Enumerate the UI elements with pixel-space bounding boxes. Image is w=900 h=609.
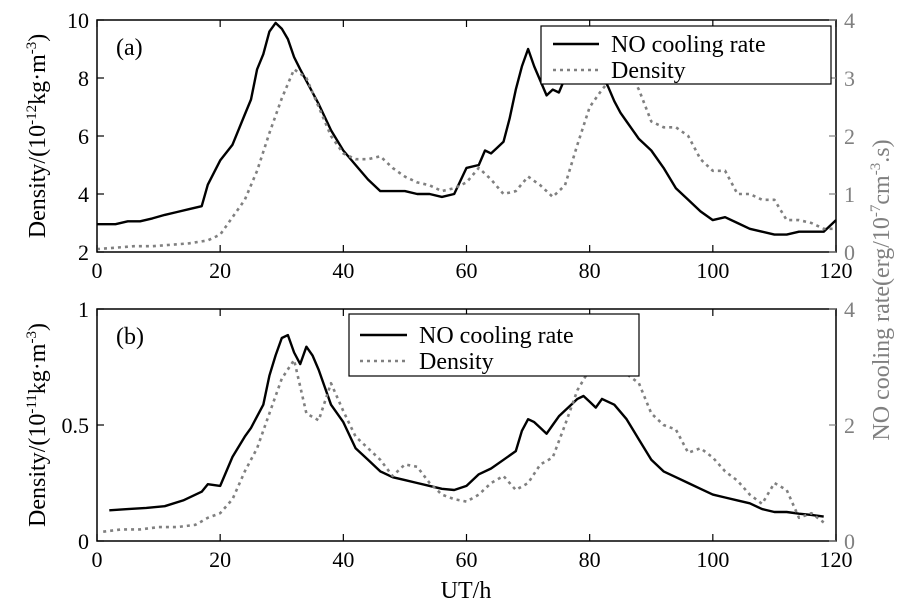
panel-a-legend-density-label: Density <box>611 58 686 84</box>
panel-a-series-density-line <box>96 65 836 251</box>
panel-b-xtick-label: 0 <box>92 547 103 572</box>
panel-a-tag: (a) <box>116 35 143 61</box>
panel-a-ytick-label: 4 <box>78 182 89 207</box>
panel-b-ytick-label: 0 <box>78 529 89 554</box>
panel-b-ytick-label: 1 <box>78 297 89 322</box>
panel-a-xtick-label: 100 <box>696 258 729 283</box>
panel-a-xtick-label: 40 <box>332 258 354 283</box>
panel-b-series-density-line <box>103 358 825 533</box>
panel-a-y2tick-label: 0 <box>844 240 855 265</box>
panel-a-legend-box <box>540 25 832 85</box>
panel-a-ytick-label: 2 <box>78 240 89 265</box>
panel-b-tag: (b) <box>116 324 144 350</box>
panel-b-y2tick-label: 4 <box>844 297 855 322</box>
panel-a-y2tick-label: 3 <box>844 66 855 91</box>
panel-a-xtick-label: 0 <box>92 258 103 283</box>
panel-b-xtick-label: 100 <box>696 547 729 572</box>
panel-a-xtick-label: 60 <box>456 258 478 283</box>
panel-b-xtick-label: 120 <box>820 547 853 572</box>
panel-b-xtick-label: 80 <box>579 547 601 572</box>
panel-b-y2tick-label: 2 <box>844 413 855 438</box>
panel-a-series-no-cooling-rate-line <box>97 21 837 236</box>
panel-b-y2tick-label: 0 <box>844 529 855 554</box>
panel-b-legend-no-label: NO cooling rate <box>419 323 574 349</box>
panel-a-y2tick-label: 2 <box>844 124 855 149</box>
panel-a-y2tick-label: 4 <box>844 8 855 33</box>
panel-b-legend-box <box>348 313 640 377</box>
panel-a-legend: NO cooling rate Density <box>540 25 832 85</box>
panel-a-xtick-label: 20 <box>209 258 231 283</box>
panel-b-legend: NO cooling rate Density <box>348 313 640 377</box>
panel-b-ytick-label: 0.5 <box>62 413 90 438</box>
panel-a-ytick-label: 6 <box>78 124 89 149</box>
right-ylabel: NO cooling rate(erg/10-7cm-3.s) <box>868 139 895 440</box>
panel-b-xtick-label: 40 <box>332 547 354 572</box>
panel-b-xtick-label: 60 <box>456 547 478 572</box>
panel-a-xtick-label: 80 <box>579 258 601 283</box>
panel-b-xlabel: UT/h <box>441 578 492 604</box>
panel-a-xtick-label: 120 <box>820 258 853 283</box>
panel-a-ytick-label: 8 <box>78 66 89 91</box>
panel-a-legend-no-label: NO cooling rate <box>611 32 766 58</box>
panel-b-series-no-cooling-rate-line <box>109 333 824 518</box>
panel-b-xtick-label: 20 <box>209 547 231 572</box>
panel-a-ylabel: Density/(10-12kg·m-3) <box>24 34 51 239</box>
panel-b-ylabel: Density/(10-11kg·m-3) <box>24 323 51 527</box>
panel-b-legend-density-label: Density <box>419 349 494 375</box>
panel-a-ytick-label: 10 <box>67 8 89 33</box>
panel-a-y2tick-label: 1 <box>844 182 855 207</box>
